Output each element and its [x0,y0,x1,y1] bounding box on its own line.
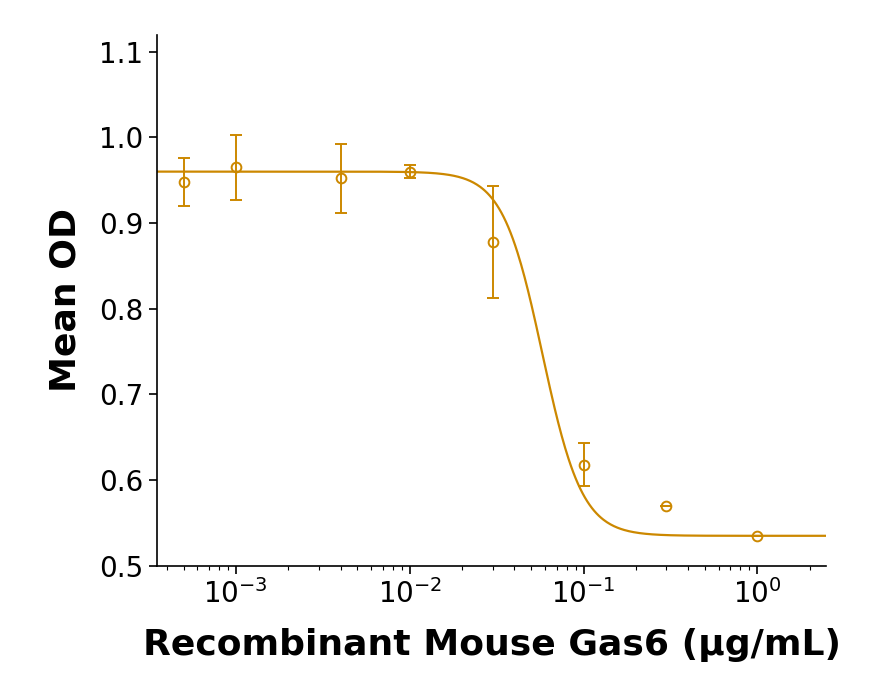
Y-axis label: Mean OD: Mean OD [49,208,83,392]
X-axis label: Recombinant Mouse Gas6 (μg/mL): Recombinant Mouse Gas6 (μg/mL) [143,629,839,662]
